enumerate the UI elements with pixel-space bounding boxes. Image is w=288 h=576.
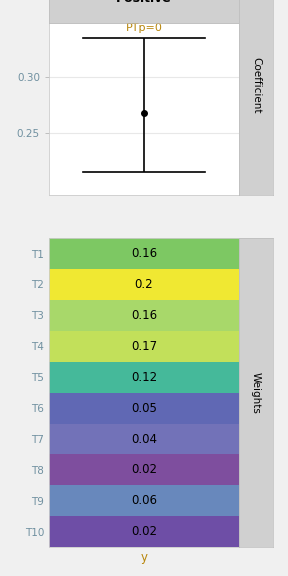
Text: 0.2: 0.2 bbox=[135, 278, 153, 291]
Text: 0.16: 0.16 bbox=[131, 247, 157, 260]
Bar bbox=[49, 454, 239, 486]
X-axis label: y: y bbox=[141, 551, 147, 564]
Text: 0.17: 0.17 bbox=[131, 340, 157, 353]
Bar bbox=[49, 238, 239, 269]
Bar bbox=[49, 362, 239, 393]
Text: 0.02: 0.02 bbox=[131, 525, 157, 538]
Text: 0.04: 0.04 bbox=[131, 433, 157, 445]
Bar bbox=[49, 516, 239, 547]
Text: 0.02: 0.02 bbox=[131, 464, 157, 476]
Bar bbox=[49, 269, 239, 300]
Text: 0.05: 0.05 bbox=[131, 401, 157, 415]
Bar bbox=[49, 393, 239, 423]
Text: 0.12: 0.12 bbox=[131, 371, 157, 384]
Text: 0.16: 0.16 bbox=[131, 309, 157, 322]
Bar bbox=[49, 423, 239, 454]
Bar bbox=[49, 486, 239, 516]
Bar bbox=[49, 300, 239, 331]
Text: 0.06: 0.06 bbox=[131, 494, 157, 507]
Bar bbox=[49, 331, 239, 362]
Text: PTp=0: PTp=0 bbox=[126, 23, 162, 33]
